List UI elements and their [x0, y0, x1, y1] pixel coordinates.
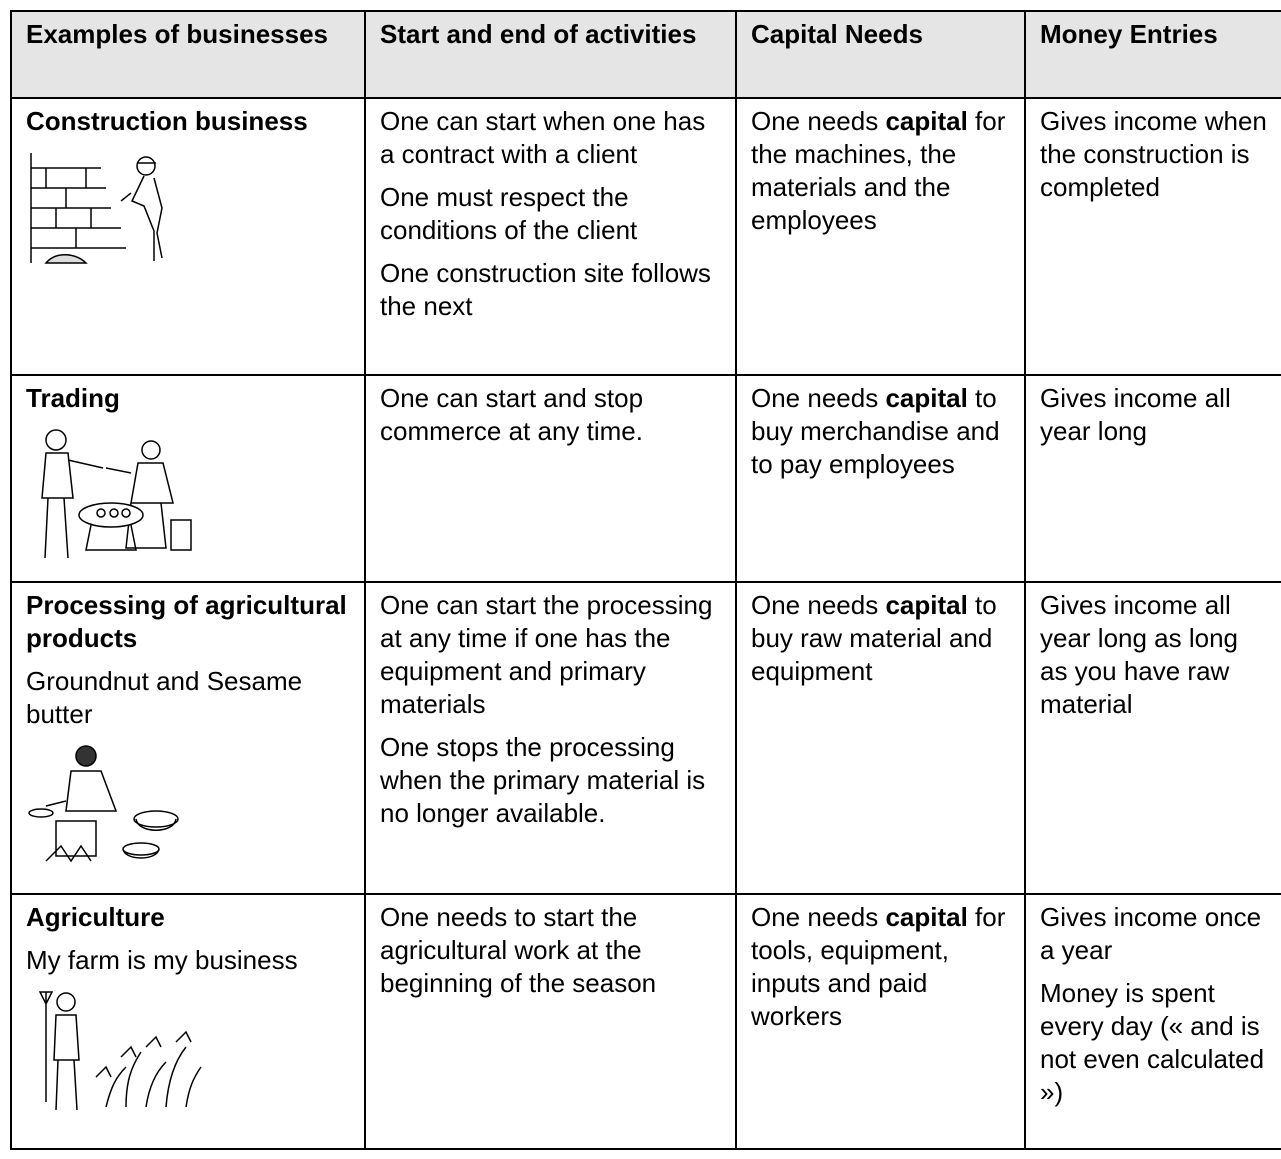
text-segment: for tools, equipment, inputs and paid wo… [751, 902, 1006, 1031]
bold-segment: capital [885, 590, 968, 620]
money-text: Gives income all year long [1040, 383, 1231, 446]
column-header: Start and end of activities [364, 10, 737, 99]
bold-segment: capital [885, 106, 968, 136]
text-segment: One needs [751, 383, 886, 413]
money-text: Money is spent every day (« and is not e… [1040, 978, 1265, 1107]
table-row: Processing of agricultural products Groun… [10, 581, 1281, 895]
column-header: Capital Needs [735, 10, 1026, 99]
start-end-cell: One can start and stop commerce at any t… [364, 374, 737, 583]
business-description: My farm is my business [26, 945, 298, 975]
start-end-text: One construction site follows the next [380, 258, 711, 321]
business-name: Agriculture [26, 902, 165, 932]
capital-cell: One needs capital to buy raw material an… [735, 581, 1026, 895]
bold-segment: capital [885, 902, 968, 932]
text-segment: to buy merchandise and to pay employees [751, 383, 1000, 479]
business-cell: Trading [10, 374, 366, 583]
business-cell: Agriculture My farm is my business [10, 893, 366, 1150]
illustration [38, 991, 202, 1111]
table-row: Agriculture My farm is my business One nee… [10, 893, 1281, 1150]
business-description: Groundnut and Sesame butter [26, 666, 303, 729]
start-end-text: One needs to start the agricultural work… [380, 902, 657, 998]
business-name: Trading [26, 383, 120, 413]
business-cell: Processing of agricultural products Groun… [10, 581, 366, 895]
capital-cell: One needs capital to buy merchandise and… [735, 374, 1026, 583]
start-end-text: One can start and stop commerce at any t… [380, 383, 644, 446]
capital-text: One needs capital for tools, equipment, … [751, 901, 1012, 1033]
start-end-text: One can start the processing at any time… [380, 590, 713, 719]
capital-cell: One needs capital for tools, equipment, … [735, 893, 1026, 1150]
money-cell: Gives income all year long as long as yo… [1024, 581, 1281, 895]
start-end-text: One can start when one has a contract wi… [380, 106, 706, 169]
text-segment: One needs [751, 106, 886, 136]
start-end-cell: One can start the processing at any time… [364, 581, 737, 895]
illustration [28, 745, 179, 863]
illustration [30, 153, 163, 264]
table-row: Construction business One can start when … [10, 97, 1281, 376]
bold-segment: capital [885, 383, 968, 413]
text-segment: One needs [751, 902, 886, 932]
table-row: Trading One can start and stop commerce a… [10, 374, 1281, 583]
capital-text: One needs capital for the machines, the … [751, 105, 1012, 237]
business-name: Construction business [26, 106, 308, 136]
text-segment: One needs [751, 590, 886, 620]
start-end-cell: One needs to start the agricultural work… [364, 893, 737, 1150]
money-cell: Gives income when the construction is co… [1024, 97, 1281, 376]
start-end-cell: One can start when one has a contract wi… [364, 97, 737, 376]
business-table: Examples of businesses Start and end of a… [10, 10, 1281, 1150]
money-text: Gives income when the construction is co… [1040, 106, 1267, 202]
column-header: Examples of businesses [10, 10, 366, 99]
capital-text: One needs capital to buy merchandise and… [751, 382, 1012, 481]
header-row: Examples of businesses Start and end of a… [10, 10, 1281, 99]
start-end-text: One must respect the conditions of the c… [380, 182, 638, 245]
table-body: Construction business One can start when … [10, 97, 1281, 1150]
text-segment: to buy raw material and equipment [751, 590, 997, 686]
start-end-text: One stops the processing when the primar… [380, 732, 706, 828]
capital-cell: One needs capital for the machines, the … [735, 97, 1026, 376]
money-cell: Gives income all year long [1024, 374, 1281, 583]
business-name: Processing of agricultural products [26, 590, 347, 653]
money-cell: Gives income once a year Money is spent e… [1024, 893, 1281, 1150]
money-text: Gives income all year long as long as yo… [1040, 590, 1239, 719]
column-header: Money Entries [1024, 10, 1281, 99]
text-segment: for the machines, the materials and the … [751, 106, 1006, 235]
business-cell: Construction business [10, 97, 366, 376]
capital-text: One needs capital to buy raw material an… [751, 589, 1012, 688]
document: Examples of businesses Start and end of a… [10, 10, 1281, 1150]
money-text: Gives income once a year [1040, 902, 1262, 965]
illustration [41, 429, 192, 559]
